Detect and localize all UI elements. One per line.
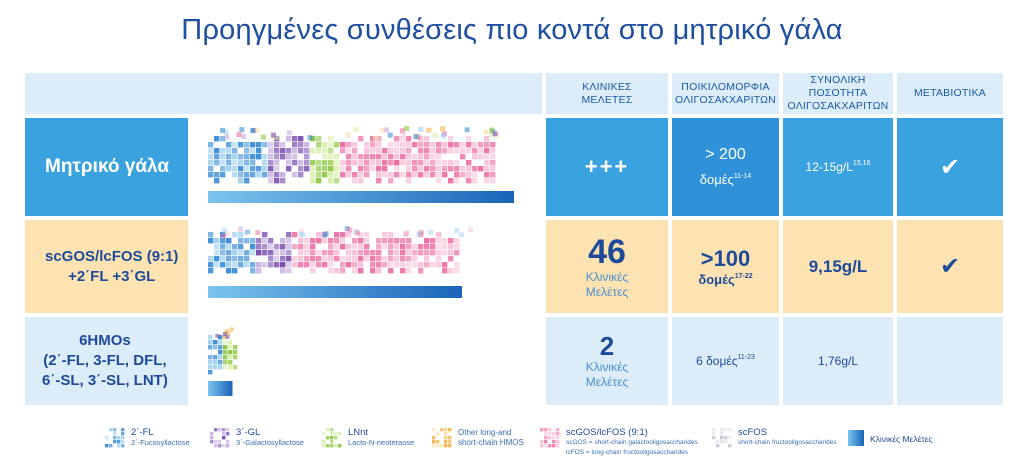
clinical-sub: Κλινικές (585, 360, 629, 374)
legend: 2΄-FL 2΄-Fucosyllactose 3΄-GL 3΄-Galactosy… (0, 428, 1024, 468)
diversity-unit: δομές (699, 171, 734, 187)
header-total-line1: ΣΥΝΟΛΙΚΗ ΠΟΣΟΤΗΤΑ (808, 74, 868, 99)
clinical-value: +++ (584, 154, 630, 179)
oligosaccharide-mosaic (188, 220, 542, 313)
row2-total: 9,15g/L (783, 220, 893, 313)
legend-name: 2΄-FL (131, 427, 154, 438)
diversity-ref: 17-22 (734, 273, 753, 280)
oligosaccharide-mosaic (188, 317, 542, 405)
row2-clinical: 46 Κλινικές Μελέτες (546, 220, 668, 313)
row-label: scGOS/lcFOS (9:1) +2΄FL +3΄GL (25, 220, 188, 313)
diversity-value: 6 δομές (696, 354, 738, 368)
legend-item: 3΄-GL 3΄-Galactosyllactose (210, 428, 304, 448)
row-breast-milk-label: Μητρικό γάλα (25, 118, 542, 216)
clinical-count: 46 (588, 232, 626, 271)
row2-diversity: >100 δομές17-22 (672, 220, 779, 313)
legend-desc: 3΄-Galactosyllactose (236, 438, 304, 447)
lnnt-swatch-icon (322, 428, 342, 448)
row-label: Μητρικό γάλα (25, 118, 188, 216)
legend-item: 2΄-FL 2΄-Fucosyllactose (105, 428, 190, 448)
row-scgos-label: scGOS/lcFOS (9:1) +2΄FL +3΄GL (25, 220, 542, 313)
legend-name: Κλινικές Μελέτες (870, 434, 933, 444)
legend-desc: lcFOS = long-chain fructooligosaccharide… (566, 449, 688, 456)
row-label-line: 6΄-SL, 3΄-SL, LNT) (42, 372, 168, 389)
row-label-line: Μητρικό γάλα (45, 156, 170, 177)
scgos-lcfos-swatch-icon (540, 428, 560, 448)
row3-metabiotics (897, 317, 1003, 405)
mosaic-graphic (208, 126, 514, 203)
fucosyllactose-swatch-icon (105, 428, 125, 448)
clinical-count: 2 (599, 331, 615, 361)
row1-clinical: +++ (546, 118, 668, 216)
check-icon: ✔ (939, 253, 961, 280)
mosaic-graphic (208, 327, 238, 396)
header-diversity-line1: ΠΟΙΚΙΛΟΜΟΡΦΙΑ (681, 80, 770, 93)
row-label: 6HMOs (2΄-FL, 3-FL, DFL, 6΄-SL, 3΄-SL, LNT… (25, 317, 188, 405)
row1-total: 12-15g/L15,16 (783, 118, 893, 216)
legend-desc: Lacto-N-neoteraose (348, 438, 415, 447)
legend-item: LNnt Lacto-N-neoteraose (322, 428, 414, 448)
legend-name: LNnt (348, 427, 369, 438)
row3-total: 1,76g/L (783, 317, 893, 405)
page-title: Προηγμένες συνθέσεις πιο κοντά στο μητρι… (181, 14, 843, 46)
legend-item: scFOS short-chain fructooligosaccharides (712, 428, 837, 448)
header-diversity: ΠΟΙΚΙΛΟΜΟΡΦΙΑ ΟΛΙΓΟΣΑΚΧΑΡΙΤΩΝ (672, 73, 779, 114)
row1-metabiotics: ✔ (897, 118, 1003, 216)
legend-name: Other long-and (458, 428, 512, 437)
legend-name: scGOS/lcFOS (9:1) (566, 427, 648, 438)
legend-item: scGOS/lcFOS (9:1) scGOS = short-chain gal… (540, 428, 698, 458)
legend-desc: short-chain HMOS (458, 438, 524, 447)
row-6hmos-label: 6HMOs (2΄-FL, 3-FL, DFL, 6΄-SL, 3΄-SL, LNT… (25, 317, 542, 405)
header-diversity-line2: ΟΛΙΓΟΣΑΚΧΑΡΙΤΩΝ (675, 93, 776, 106)
row3-diversity: 6 δομές11-23 (672, 317, 779, 405)
diversity-unit: δομές (698, 272, 735, 287)
diversity-value: >100 (700, 246, 751, 271)
diversity-ref: 11-14 (733, 172, 752, 180)
other-hmos-swatch-icon (432, 428, 452, 448)
legend-item: Κλινικές Μελέτες (848, 428, 933, 448)
mosaic-graphic (208, 226, 474, 298)
header-total: ΣΥΝΟΛΙΚΗ ΠΟΣΟΤΗΤΑ ΟΛΙΓΟΣΑΚΧΑΡΙΤΩΝ (783, 73, 893, 114)
legend-item: Other long-and short-chain HMOS (432, 428, 524, 448)
header-metabiotics: ΜΕΤΑΒΙΟΤΙΚΑ (897, 73, 1003, 114)
row1-diversity: > 200 δομές11-14 (672, 118, 779, 216)
total-value: 1,76g/L (817, 354, 859, 368)
check-icon: ✔ (939, 153, 961, 181)
header-clinical: ΚΛΙΝΙΚΕΣ ΜΕΛΕΤΕΣ (546, 73, 668, 114)
row2-metabiotics: ✔ (897, 220, 1003, 313)
total-ref: 15,16 (852, 160, 871, 167)
header-total-line2: ΟΛΙΓΟΣΑΚΧΑΡΙΤΩΝ (787, 100, 889, 112)
oligosaccharide-mosaic (188, 118, 542, 216)
diversity-ref: 11-23 (737, 354, 755, 361)
clinical-studies-swatch-icon (848, 430, 864, 446)
row-label-line: (2΄-FL, 3-FL, DFL, (43, 352, 167, 369)
total-value: 9,15g/L (808, 256, 868, 276)
clinical-sub: Μελέτες (585, 375, 629, 389)
galactosyllactose-swatch-icon (210, 428, 230, 448)
legend-desc: short-chain fructooligosaccharides (738, 439, 837, 446)
header-empty (25, 73, 542, 114)
legend-desc: 2΄-Fucosyllactose (131, 438, 190, 447)
row-label-line: 6HMOs (79, 332, 131, 349)
scfos-swatch-icon (712, 428, 732, 448)
header-clinical-line1: ΚΛΙΝΙΚΕΣ (582, 80, 632, 93)
clinical-sub: Μελέτες (585, 284, 629, 299)
header-clinical-line2: ΜΕΛΕΤΕΣ (581, 93, 633, 106)
comparison-table: ΚΛΙΝΙΚΕΣ ΜΕΛΕΤΕΣ ΠΟΙΚΙΛΟΜΟΡΦΙΑ ΟΛΙΓΟΣΑΚΧΑΡ… (25, 73, 1003, 407)
legend-desc: scGOS = short-chain galactooligosacchari… (566, 439, 698, 446)
legend-name: 3΄-GL (236, 427, 261, 438)
legend-name: scFOS (738, 427, 768, 438)
clinical-sub: Κλινικές (585, 269, 629, 284)
diversity-value: > 200 (705, 145, 746, 163)
total-value: 12-15g/L (805, 160, 853, 174)
row3-clinical: 2 Κλινικές Μελέτες (546, 317, 668, 405)
row-label-line: scGOS/lcFOS (9:1) (45, 247, 179, 265)
row-label-line: +2΄FL +3΄GL (68, 267, 156, 285)
